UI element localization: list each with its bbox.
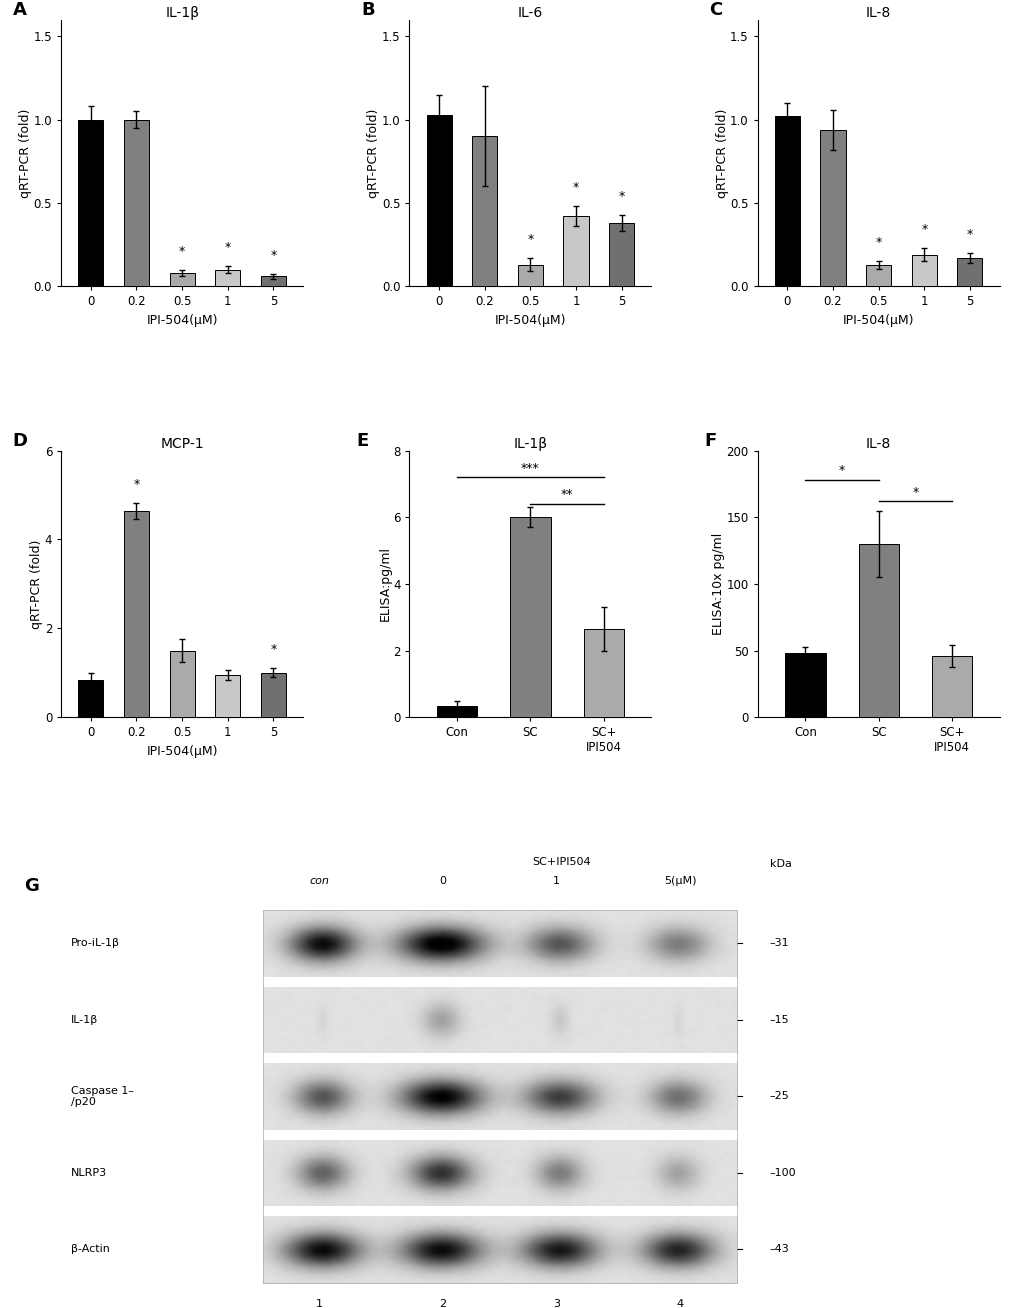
Bar [819, 129, 845, 286]
Bar [215, 675, 240, 717]
Title: IL-1β: IL-1β [513, 437, 547, 450]
Text: F: F [704, 432, 716, 450]
Bar [911, 255, 935, 286]
Y-axis label: ELISA:10x pg/ml: ELISA:10x pg/ml [711, 532, 725, 636]
X-axis label: IPI-504(μM): IPI-504(μM) [494, 314, 566, 327]
X-axis label: IPI-504(μM): IPI-504(μM) [842, 314, 913, 327]
Text: 1: 1 [316, 1299, 323, 1308]
X-axis label: IPI-504(μM): IPI-504(μM) [147, 744, 218, 757]
Bar [263, 986, 736, 1053]
Bar [785, 653, 824, 717]
Text: SC+IPI504: SC+IPI504 [532, 857, 590, 867]
Text: *: * [911, 485, 917, 498]
Text: C: C [708, 1, 721, 18]
Text: –25: –25 [769, 1091, 789, 1101]
Bar [774, 116, 799, 286]
Bar [215, 269, 240, 286]
Y-axis label: ELISA:pg/ml: ELISA:pg/ml [378, 547, 391, 621]
Bar [78, 679, 103, 717]
Bar [263, 1206, 736, 1216]
Text: *: * [270, 644, 276, 657]
Text: A: A [13, 1, 26, 18]
Bar [510, 517, 550, 717]
Text: *: * [527, 233, 533, 246]
Text: G: G [23, 878, 39, 895]
Text: Pro-iL-1β: Pro-iL-1β [70, 938, 119, 948]
Text: IL-1β: IL-1β [70, 1015, 98, 1025]
Text: **: ** [560, 488, 573, 501]
Text: –100: –100 [769, 1168, 796, 1179]
Bar [169, 273, 195, 286]
Bar [518, 264, 542, 286]
Bar [263, 1063, 736, 1130]
Text: β-Actin: β-Actin [70, 1244, 109, 1254]
Text: 1: 1 [552, 875, 559, 886]
Text: 0: 0 [439, 875, 446, 886]
Bar [426, 115, 451, 286]
Text: –15: –15 [769, 1015, 789, 1025]
Text: *: * [573, 182, 579, 195]
Bar [957, 258, 981, 286]
Text: Caspase 1–
/p20: Caspase 1– /p20 [70, 1086, 133, 1108]
Text: *: * [618, 190, 625, 203]
Y-axis label: qRT-PCR (fold): qRT-PCR (fold) [19, 109, 33, 198]
Text: NLRP3: NLRP3 [70, 1168, 107, 1179]
Y-axis label: qRT-PCR (fold): qRT-PCR (fold) [367, 109, 380, 198]
Bar [472, 136, 497, 286]
Bar [263, 1139, 736, 1206]
Text: E: E [356, 432, 368, 450]
Bar [608, 224, 634, 286]
Bar [436, 705, 477, 717]
Text: *: * [920, 224, 926, 235]
Bar [931, 655, 971, 717]
Bar [124, 119, 149, 286]
Bar [583, 629, 624, 717]
Text: *: * [224, 242, 230, 254]
Bar [865, 264, 891, 286]
Bar [261, 276, 285, 286]
Bar [562, 216, 588, 286]
X-axis label: IPI-504(μM): IPI-504(μM) [147, 314, 218, 327]
Text: B: B [361, 1, 374, 18]
Text: kDa: kDa [769, 859, 791, 869]
Bar [263, 1053, 736, 1063]
Y-axis label: qRT-PCR (fold): qRT-PCR (fold) [31, 539, 43, 629]
Bar [263, 1130, 736, 1139]
Text: *: * [966, 228, 972, 241]
Text: 4: 4 [676, 1299, 683, 1308]
Text: –43: –43 [769, 1244, 789, 1254]
Bar [858, 544, 898, 717]
Text: D: D [13, 432, 28, 450]
Bar [261, 672, 285, 717]
Text: *: * [178, 245, 185, 258]
Title: IL-1β: IL-1β [165, 5, 199, 20]
Title: IL-6: IL-6 [518, 5, 542, 20]
Title: MCP-1: MCP-1 [160, 437, 204, 450]
Bar [124, 510, 149, 717]
Title: IL-8: IL-8 [865, 437, 891, 450]
Text: *: * [270, 249, 276, 262]
Text: con: con [310, 875, 329, 886]
Y-axis label: qRT-PCR (fold): qRT-PCR (fold) [715, 109, 728, 198]
Bar [169, 650, 195, 717]
Text: 3: 3 [552, 1299, 559, 1308]
Bar [263, 1216, 736, 1283]
Text: 5(μM): 5(μM) [663, 875, 696, 886]
Bar [78, 119, 103, 286]
Text: *: * [874, 235, 881, 249]
Bar [263, 977, 736, 986]
Text: 2: 2 [439, 1299, 446, 1308]
Text: –31: –31 [769, 938, 789, 948]
Text: *: * [133, 477, 140, 490]
Title: IL-8: IL-8 [865, 5, 891, 20]
Bar [263, 910, 736, 977]
Text: ***: *** [521, 462, 539, 475]
Text: *: * [838, 464, 845, 477]
